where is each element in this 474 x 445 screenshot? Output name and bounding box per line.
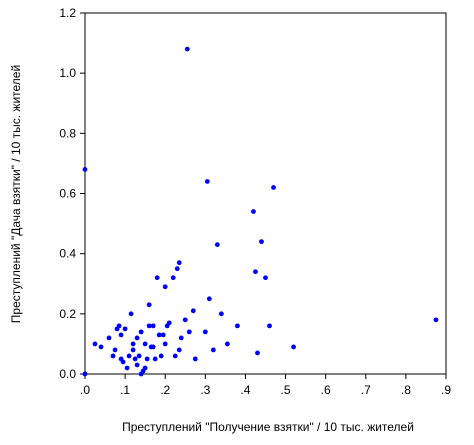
data-point <box>92 341 98 347</box>
data-point <box>112 347 118 353</box>
y-tick-label: 0.8 <box>59 126 76 140</box>
data-point <box>142 341 148 347</box>
data-point <box>136 353 142 359</box>
x-tick-label: .5 <box>281 383 291 397</box>
data-point <box>144 356 150 362</box>
data-point <box>235 323 240 329</box>
data-point <box>110 353 116 359</box>
data-point <box>138 329 144 335</box>
x-tick-label: .0 <box>80 383 90 397</box>
data-point <box>186 329 192 335</box>
data-points <box>82 46 439 377</box>
data-point <box>184 46 190 52</box>
y-axis-title: Преступлений "Дача взятки" / 10 тыс. жит… <box>9 65 23 323</box>
x-tick-label: .6 <box>321 383 331 397</box>
data-point <box>128 311 134 317</box>
y-tick-label: 1.2 <box>59 6 76 20</box>
data-point <box>214 242 220 248</box>
data-point <box>172 353 178 359</box>
data-point <box>182 317 188 323</box>
data-point <box>176 347 182 353</box>
data-point <box>158 353 164 359</box>
data-point <box>122 326 128 332</box>
y-tick-label: 0.2 <box>59 307 76 321</box>
data-point <box>134 362 140 368</box>
data-point <box>160 332 166 338</box>
data-point <box>267 323 272 329</box>
data-point <box>291 344 296 350</box>
data-point <box>150 344 156 350</box>
data-point <box>251 209 256 214</box>
data-point <box>106 335 112 341</box>
x-tick-label: .7 <box>361 383 371 397</box>
data-point <box>202 329 208 335</box>
y-tick-label: 0.6 <box>59 187 76 201</box>
data-point <box>192 356 198 362</box>
data-point <box>156 332 162 338</box>
data-point <box>433 317 439 323</box>
data-point <box>142 365 148 371</box>
data-point <box>124 365 130 371</box>
x-tick-label: .3 <box>200 383 210 397</box>
x-axis-title: Преступлений "Получение взятки" / 10 тыс… <box>122 420 414 434</box>
data-point <box>224 341 230 347</box>
data-point <box>154 275 160 281</box>
data-point <box>259 239 264 245</box>
x-tick-label: .1 <box>120 383 130 397</box>
data-point <box>178 335 184 341</box>
data-point <box>130 341 136 347</box>
plot-area-frame <box>84 12 447 375</box>
data-point <box>126 353 132 359</box>
x-tick-label: .8 <box>401 383 411 397</box>
data-point <box>263 275 268 281</box>
data-point <box>255 350 260 356</box>
x-tick-label: .4 <box>240 383 250 397</box>
data-point <box>174 266 180 272</box>
data-point <box>82 371 88 377</box>
y-tick-label: 0.0 <box>59 367 76 381</box>
data-point <box>134 335 140 341</box>
data-point <box>118 332 124 338</box>
data-point <box>190 308 196 314</box>
data-point <box>210 347 216 353</box>
data-point <box>132 356 138 362</box>
axis-ticks: .0 .1 .2 .3 .4 .5 .6 .7 .8 .9 0.0 0.2 0.4 0.6 0.8 1.0 1.… <box>59 6 451 397</box>
data-point <box>166 320 172 326</box>
data-point <box>204 179 210 184</box>
data-point <box>218 311 224 317</box>
data-point <box>130 347 136 353</box>
y-tick-label: 1.0 <box>59 66 76 80</box>
data-point <box>82 167 88 172</box>
data-point <box>116 323 122 329</box>
data-point <box>253 269 258 275</box>
data-point <box>98 344 104 350</box>
data-point <box>162 284 168 290</box>
data-point <box>152 356 158 362</box>
x-tick-label: .9 <box>441 383 451 397</box>
y-tick-label: 0.4 <box>59 247 76 261</box>
data-point <box>146 302 152 308</box>
data-point <box>170 275 176 281</box>
data-point <box>150 323 156 329</box>
x-tick-label: .2 <box>160 383 170 397</box>
data-point <box>206 296 212 302</box>
data-point <box>271 185 276 190</box>
data-point <box>176 260 182 266</box>
data-point <box>120 359 126 365</box>
data-point <box>146 323 152 329</box>
data-point <box>162 341 168 347</box>
